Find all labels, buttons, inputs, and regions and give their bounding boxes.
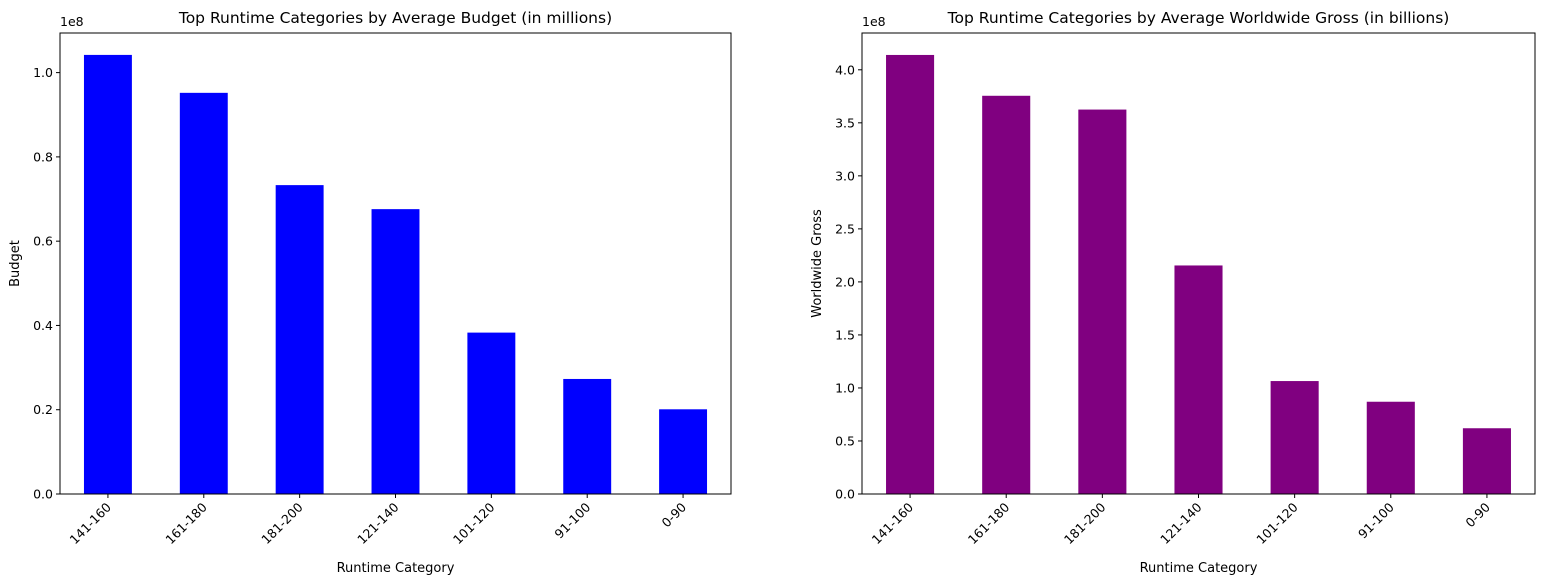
bar-91-100 — [1366, 401, 1415, 494]
x-tick-label: 121-140 — [1157, 499, 1205, 547]
x-tick-label: 161-180 — [965, 499, 1013, 547]
bar-161-180 — [982, 95, 1031, 495]
bar-0-90 — [659, 409, 708, 494]
bar-121-140 — [1174, 265, 1223, 494]
x-tick-label: 141-160 — [67, 499, 115, 547]
bar-141-160 — [886, 54, 935, 494]
x-tick-label: 91-100 — [551, 499, 593, 541]
bar-0-90 — [1462, 428, 1511, 494]
y-tick-label: 0.6 — [33, 234, 53, 249]
y-axis-label: Worldwide Gross — [810, 209, 825, 318]
x-tick-label: 101-120 — [1253, 499, 1301, 547]
x-tick-label: 181-200 — [1061, 499, 1109, 547]
worldwide-gross-chart: Top Runtime Categories by Average Worldw… — [810, 9, 1536, 576]
bar-91-100 — [563, 378, 612, 494]
x-tick-label: 101-120 — [450, 499, 498, 547]
chart-title: Top Runtime Categories by Average Budget… — [178, 9, 612, 27]
y-tick-label: 0.5 — [835, 433, 855, 448]
y-tick-label: 3.0 — [835, 168, 855, 183]
chart-title: Top Runtime Categories by Average Worldw… — [947, 9, 1450, 27]
bar-161-180 — [179, 92, 228, 495]
x-tick-label: 161-180 — [162, 499, 210, 547]
x-tick-label: 0-90 — [659, 499, 690, 530]
y-tick-label: 0.0 — [33, 487, 53, 502]
x-axis-label: Runtime Category — [1140, 561, 1258, 576]
bar-121-140 — [371, 209, 420, 495]
y-tick-label: 4.0 — [835, 62, 855, 77]
x-tick-label: 121-140 — [354, 499, 402, 547]
bar-141-160 — [83, 54, 132, 495]
bar-181-200 — [1078, 109, 1127, 494]
y-tick-label: 1.0 — [835, 380, 855, 395]
y-tick-label: 2.0 — [835, 274, 855, 289]
bar-101-120 — [467, 332, 516, 494]
y-tick-label: 1.0 — [33, 65, 53, 80]
y-tick-label: 0.4 — [33, 318, 53, 333]
bar-101-120 — [1270, 381, 1319, 494]
budget-chart: Top Runtime Categories by Average Budget… — [8, 9, 732, 576]
y-axis-offset-label: 1e8 — [60, 14, 84, 29]
y-tick-label: 2.5 — [835, 221, 855, 236]
x-tick-label: 0-90 — [1462, 499, 1493, 530]
bar-181-200 — [275, 185, 324, 494]
y-tick-label: 0.2 — [33, 402, 53, 417]
x-tick-label: 141-160 — [869, 499, 917, 547]
y-axis-label: Budget — [8, 240, 23, 287]
x-tick-label: 91-100 — [1355, 499, 1397, 541]
y-tick-label: 1.5 — [835, 327, 855, 342]
y-tick-label: 3.5 — [835, 115, 855, 130]
x-axis-label: Runtime Category — [337, 561, 455, 576]
x-tick-label: 181-200 — [258, 499, 306, 547]
y-tick-label: 0.8 — [33, 149, 53, 164]
y-axis-offset-label: 1e8 — [862, 14, 886, 29]
y-tick-label: 0.0 — [835, 487, 855, 502]
